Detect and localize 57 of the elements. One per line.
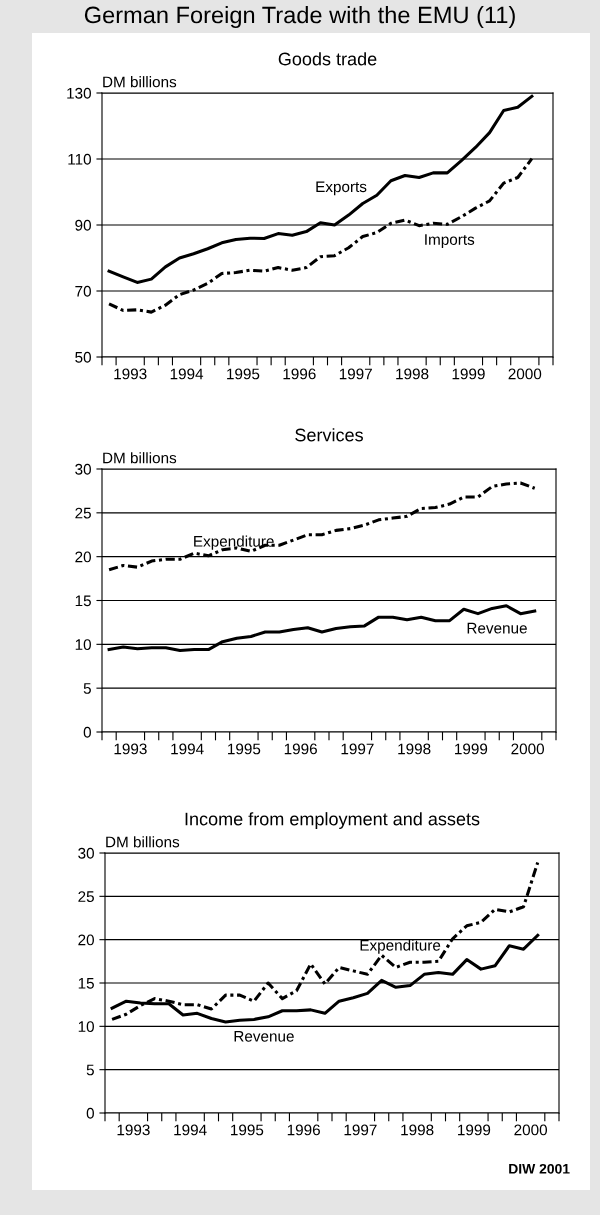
x-tick-label: 1996 — [284, 743, 317, 755]
y-tick-label: 70 — [75, 285, 91, 297]
series-label: Exports — [316, 181, 367, 196]
x-tick-label: 1999 — [452, 368, 485, 380]
x-tick-label: 1998 — [398, 743, 431, 755]
y-tick-label: 25 — [75, 507, 91, 519]
x-tick-label: 1998 — [396, 368, 429, 380]
y-tick-label: 0 — [83, 726, 91, 738]
x-tick-label: 1995 — [227, 368, 260, 380]
x-tick-label: 1993 — [117, 1124, 150, 1136]
x-tick-label: 2000 — [511, 743, 545, 755]
x-tick-label: 1998 — [401, 1124, 434, 1136]
y-tick-label: 20 — [78, 934, 94, 946]
x-tick-label: 1994 — [174, 1124, 207, 1136]
y-tick-label: 0 — [86, 1107, 94, 1119]
x-tick-label: 1997 — [341, 743, 374, 755]
x-tick-label: 1996 — [283, 368, 316, 380]
y-tick-label: 5 — [86, 1064, 94, 1076]
x-tick-label: 1999 — [458, 1124, 491, 1136]
series-label: Expenditure — [360, 939, 441, 954]
text: German Foreign Trade with the EMU (11) — [84, 6, 515, 28]
y-tick-label: 15 — [75, 595, 91, 607]
x-tick-label: 1999 — [455, 743, 488, 755]
y-axis-title: DM billions — [106, 836, 180, 848]
y-tick-label: 10 — [78, 1021, 94, 1033]
chart-title: Goods trade — [278, 52, 377, 66]
x-tick-label: 1996 — [287, 1124, 320, 1136]
y-tick-label: 15 — [78, 978, 94, 989]
y-tick-label: 10 — [75, 639, 91, 651]
x-tick-label: 2000 — [508, 368, 542, 380]
y-tick-label: 50 — [75, 351, 91, 363]
x-tick-label: 1995 — [231, 1124, 264, 1136]
y-tick-label: 5 — [83, 683, 91, 694]
y-axis-title: DM billions — [103, 452, 177, 464]
series-label: Revenue — [234, 1031, 294, 1042]
y-tick-label: 20 — [75, 551, 91, 563]
text: DIW 2001 — [509, 1163, 570, 1174]
x-tick-label: 1997 — [344, 1124, 377, 1136]
y-axis-title: DM billions — [103, 76, 177, 88]
y-tick-label: 30 — [75, 463, 91, 475]
x-tick-label: 1997 — [339, 368, 372, 380]
chart-title: Services — [295, 428, 363, 442]
x-tick-label: 2000 — [514, 1124, 548, 1136]
y-tick-label: 90 — [75, 219, 91, 231]
series-label: Expenditure — [194, 535, 274, 550]
x-tick-label: 1995 — [228, 743, 261, 755]
x-tick-label: 1993 — [114, 368, 147, 380]
y-tick-label: 25 — [78, 891, 94, 903]
x-tick-label: 1994 — [170, 368, 204, 380]
chart-title: Income from employment and assets — [185, 812, 480, 829]
y-tick-label: 110 — [68, 153, 91, 165]
x-tick-label: 1994 — [171, 743, 204, 755]
y-tick-label: 130 — [67, 87, 91, 99]
series-label: Imports — [425, 234, 475, 248]
series-label: Revenue — [467, 622, 527, 634]
x-tick-label: 1993 — [114, 743, 147, 755]
y-tick-label: 30 — [78, 847, 94, 859]
